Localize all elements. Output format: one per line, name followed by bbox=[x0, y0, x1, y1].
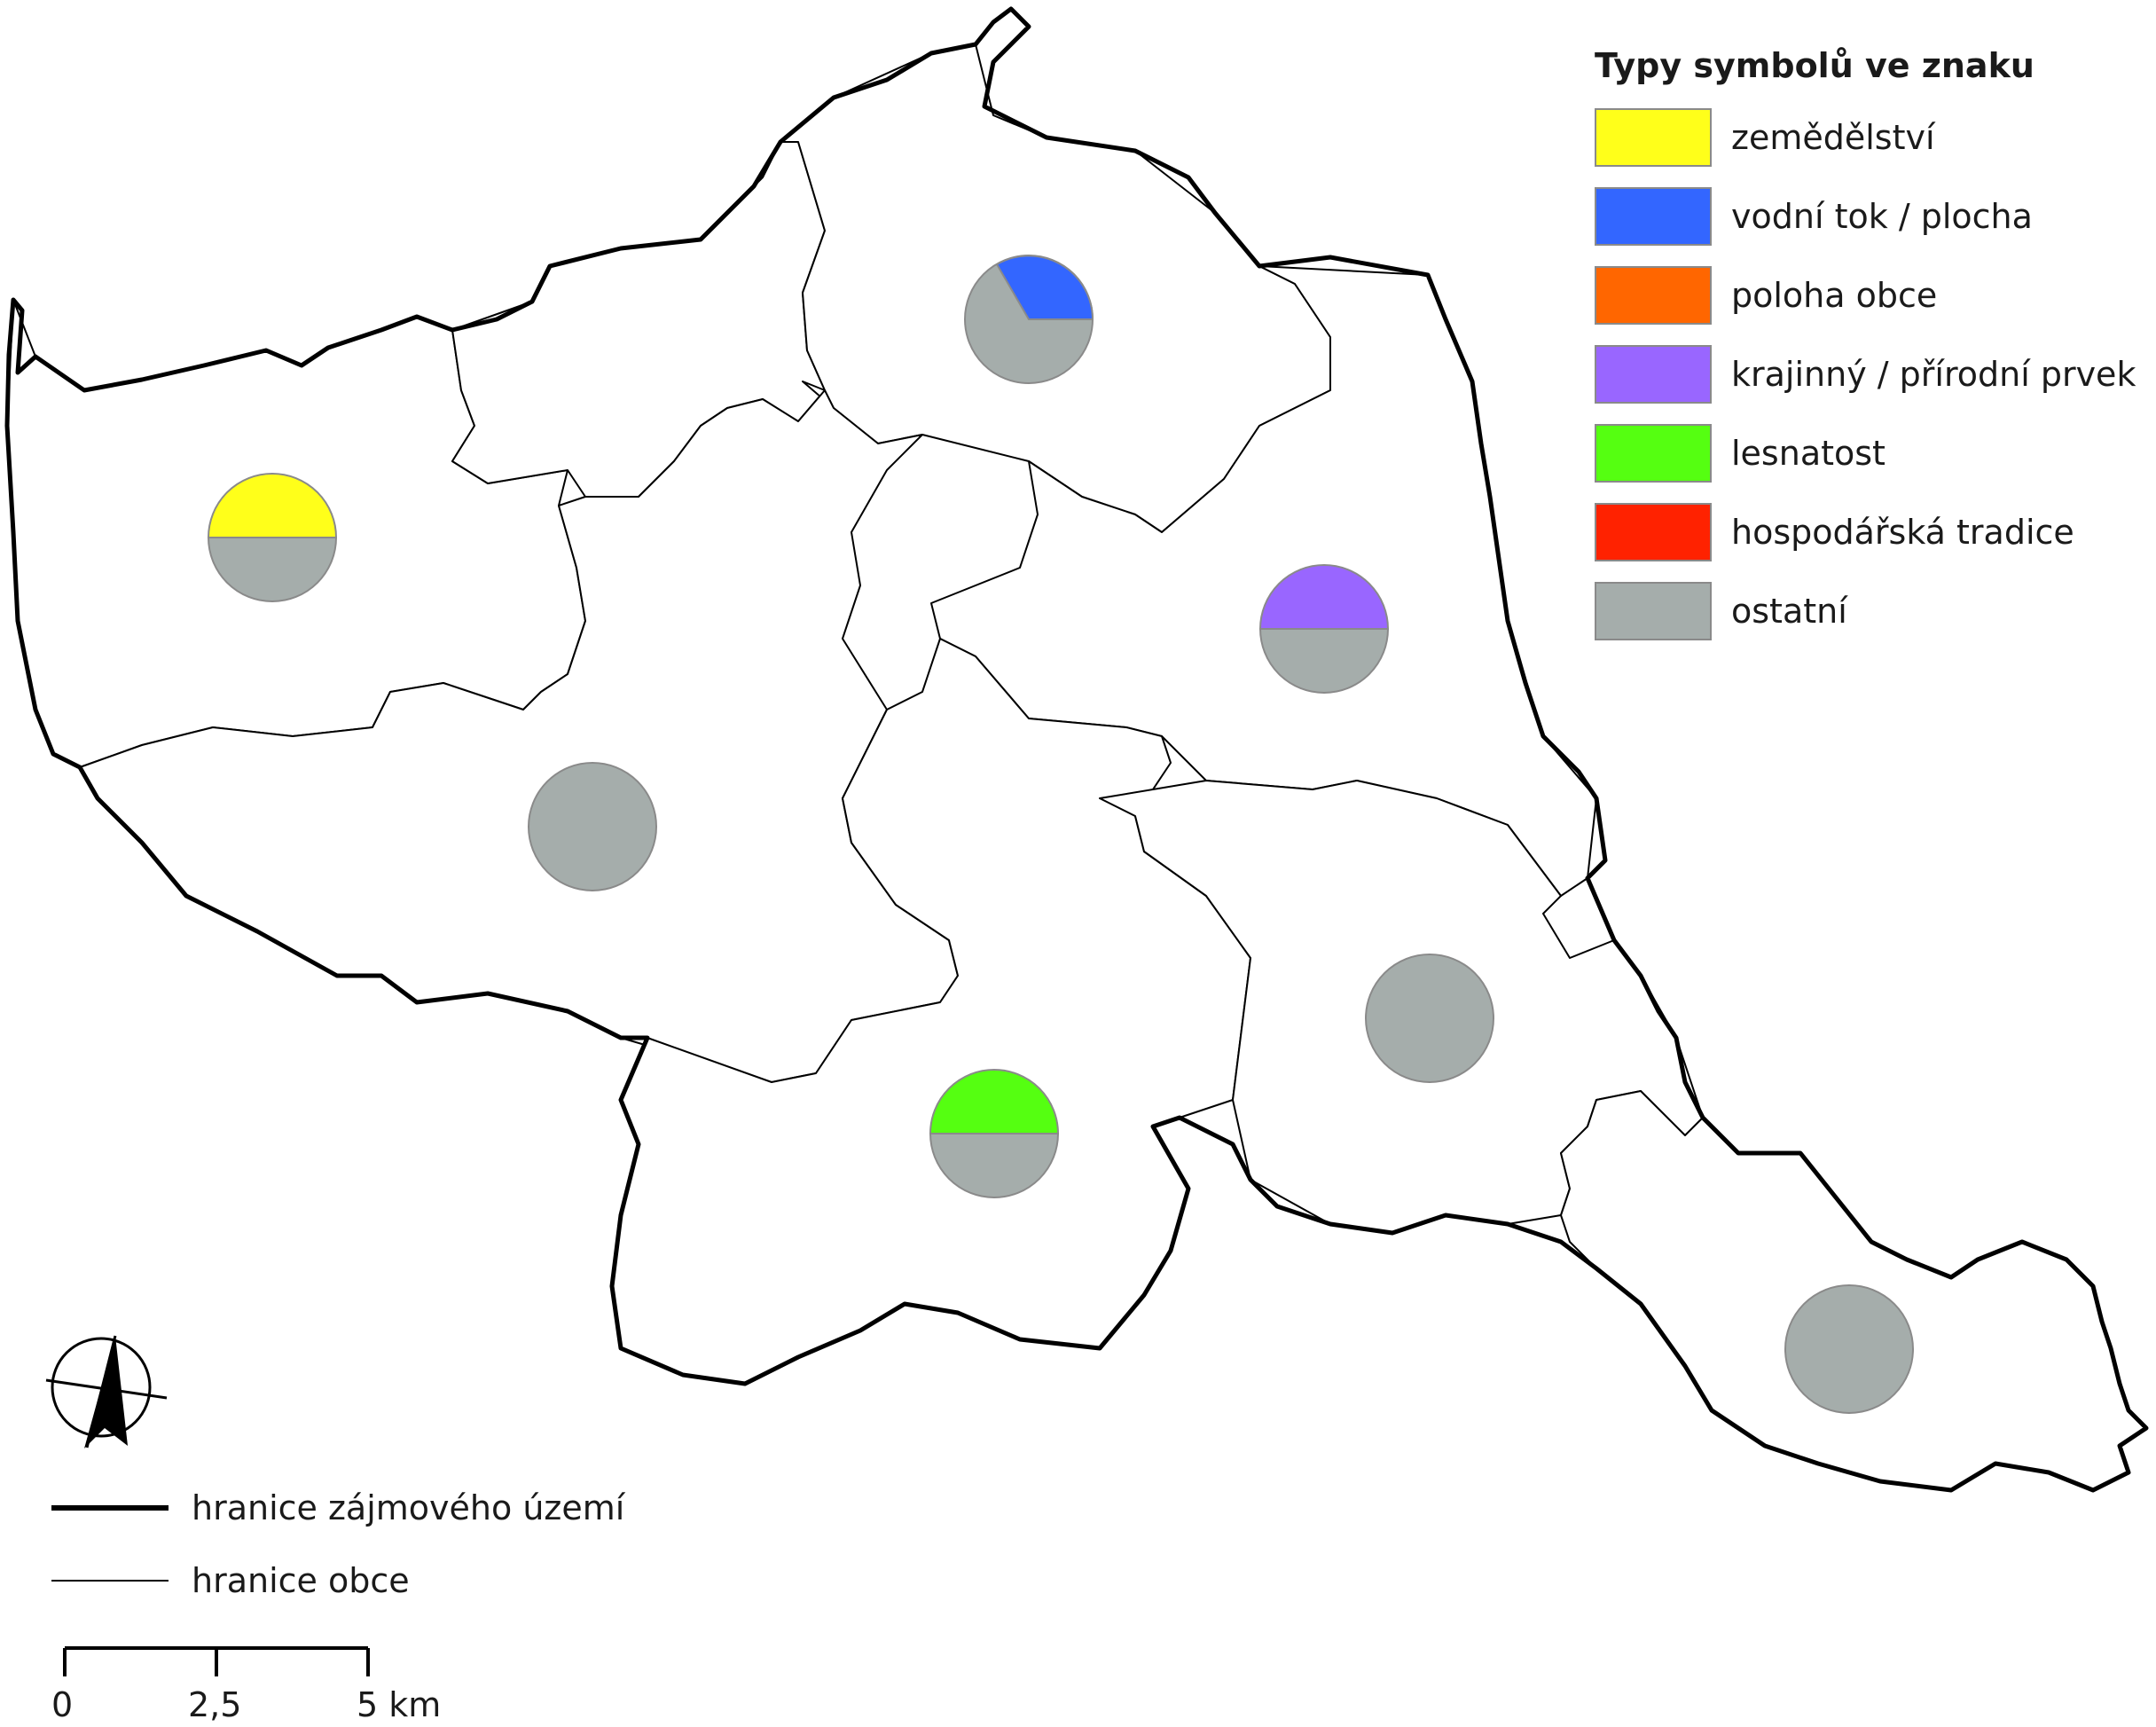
scale-bar-graphic bbox=[63, 1646, 370, 1676]
legend-study-area-label: hranice zájmového území bbox=[192, 1488, 625, 1527]
legend-title: Typy symbolů ve znaku bbox=[1595, 46, 2034, 85]
scale-tick-5-km: 5 km bbox=[357, 1685, 442, 1724]
pie-south-other bbox=[929, 1133, 1060, 1198]
legend-item-label: hospodářská tradice bbox=[1731, 513, 2074, 552]
pie-center bbox=[528, 762, 657, 891]
legend-item-label: zemědělství bbox=[1731, 118, 1935, 157]
scale-tick-0: 0 bbox=[51, 1685, 74, 1724]
pie-far-southeast bbox=[1784, 1284, 1914, 1414]
legend-swatch bbox=[1595, 345, 1712, 404]
legend-swatch bbox=[1595, 582, 1712, 640]
pie-east-landscape bbox=[1258, 564, 1390, 630]
pie-east-other bbox=[1258, 628, 1390, 694]
legend-municipality-label: hranice obce bbox=[192, 1561, 410, 1600]
legend-item: zemědělství bbox=[1595, 108, 2144, 167]
thick-line-sample bbox=[51, 1505, 169, 1511]
legend-swatch bbox=[1595, 503, 1712, 561]
legend-study-area-boundary: hranice zájmového území bbox=[51, 1481, 672, 1535]
pie-south-forest bbox=[929, 1069, 1060, 1134]
legend-item: vodní tok / plocha bbox=[1595, 187, 2144, 246]
pie-north bbox=[964, 255, 1094, 384]
legend-item: poloha obce bbox=[1595, 266, 2144, 325]
legend-municipality-boundary: hranice obce bbox=[51, 1554, 672, 1607]
legend-item: lesnatost bbox=[1595, 424, 2144, 483]
scale-tick-2-5: 2,5 bbox=[188, 1685, 242, 1724]
pie-west-other bbox=[207, 537, 338, 602]
legend-item: hospodářská tradice bbox=[1595, 503, 2144, 561]
thin-line-sample bbox=[51, 1580, 169, 1582]
legend-swatch bbox=[1595, 187, 1712, 246]
pie-south bbox=[929, 1069, 1060, 1198]
legend: Typy symbolů ve znaku zemědělství vodní t… bbox=[1595, 46, 2144, 661]
legend-swatch bbox=[1595, 266, 1712, 325]
legend-item-label: poloha obce bbox=[1731, 276, 1938, 315]
pie-west-agriculture bbox=[207, 473, 338, 538]
legend-item-label: lesnatost bbox=[1731, 434, 1886, 473]
legend-swatch bbox=[1595, 424, 1712, 483]
legend-item: ostatní bbox=[1595, 582, 2144, 640]
legend-swatch bbox=[1595, 108, 1712, 167]
north-arrow-icon bbox=[45, 1335, 168, 1448]
pie-east bbox=[1258, 564, 1390, 694]
pie-southeast bbox=[1365, 954, 1494, 1083]
pie-symbols bbox=[207, 255, 1914, 1414]
legend-items: zemědělství vodní tok / plocha poloha obce… bbox=[1595, 108, 2144, 640]
legend-item-label: krajinný / přírodní prvek bbox=[1731, 355, 2136, 394]
legend-item: krajinný / přírodní prvek bbox=[1595, 345, 2144, 404]
legend-item-label: vodní tok / plocha bbox=[1731, 197, 2033, 236]
pie-north-water bbox=[995, 255, 1094, 320]
study-area-boundary bbox=[4, 6, 2149, 1493]
pie-west bbox=[207, 473, 338, 602]
legend-item-label: ostatní bbox=[1731, 592, 1847, 631]
